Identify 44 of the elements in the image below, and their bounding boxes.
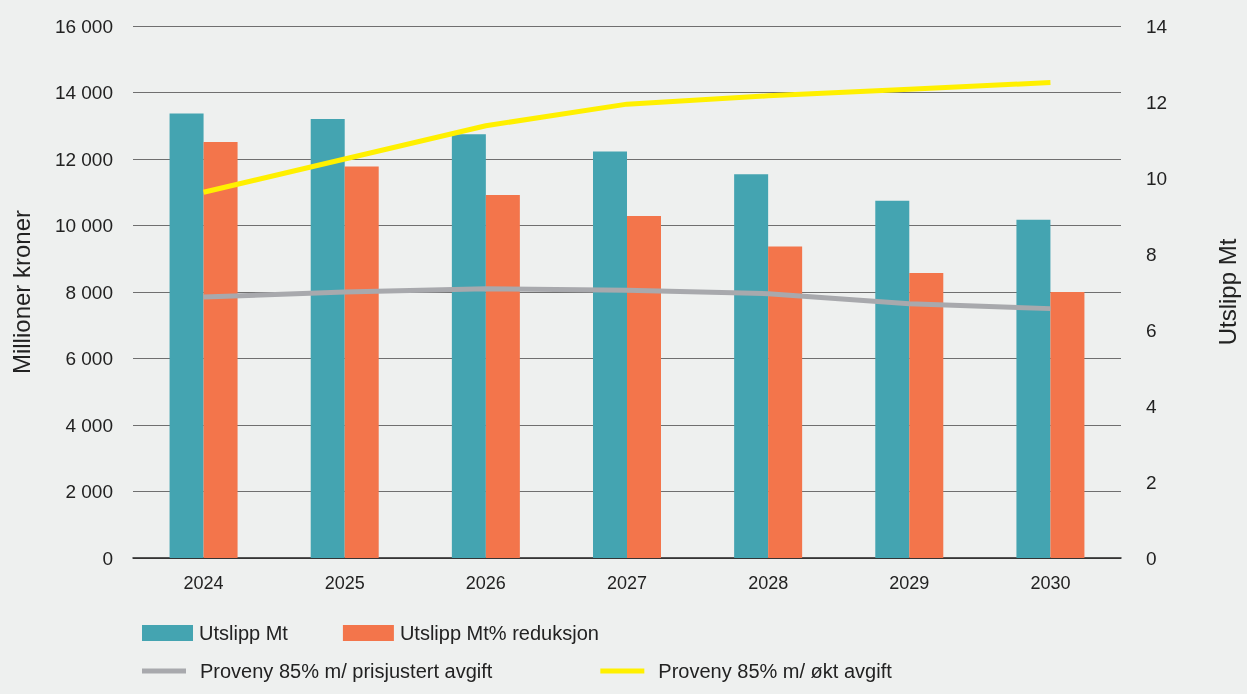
y2-tick-label: 6	[1146, 319, 1157, 341]
x-tick-label: 2028	[748, 573, 789, 593]
y2-tick-label: 10	[1146, 167, 1168, 189]
legend-label: Proveny 85% m/ økt avgift	[658, 660, 893, 682]
bar	[169, 113, 204, 558]
y2-tick-label: 0	[1146, 547, 1157, 569]
y2-tick-label: 2	[1146, 471, 1157, 493]
y-tick-label: 6 000	[65, 348, 113, 369]
bar	[593, 151, 627, 558]
bar	[344, 166, 379, 558]
bar	[768, 246, 803, 558]
y-tick-label: 10 000	[54, 215, 113, 236]
y2-tick-label: 12	[1146, 91, 1168, 113]
x-tick-label: 2025	[324, 573, 365, 593]
bar	[627, 216, 661, 558]
bar	[451, 134, 486, 558]
bar	[909, 273, 944, 558]
bar	[1016, 219, 1051, 558]
y-tick-label: 16 000	[54, 15, 113, 37]
bar	[875, 200, 910, 558]
bar	[734, 174, 769, 558]
y-tick-label: 4 000	[65, 414, 113, 436]
legend-label: Utslipp Mt	[199, 622, 289, 644]
legend-label: Utslipp Mt% reduksjon	[399, 622, 599, 644]
y-axis-title: Millioner kroner	[7, 209, 35, 375]
y2-tick-label: 14	[1146, 15, 1168, 37]
y-tick-label: 12 000	[54, 148, 113, 170]
bar	[203, 141, 238, 558]
y-tick-label: 2 000	[65, 481, 113, 502]
bar	[310, 119, 345, 558]
x-tick-label: 2027	[606, 573, 648, 593]
x-tick-label: 2030	[1030, 573, 1071, 593]
x-tick-label: 2024	[183, 573, 224, 593]
y2-tick-label: 4	[1146, 395, 1157, 417]
x-tick-label: 2029	[889, 573, 930, 593]
y2-axis-title: Utslipp Mt	[1213, 238, 1241, 346]
y-tick-label: 14 000	[54, 82, 113, 103]
legend-label: Proveny 85% m/ prisjustert avgift	[200, 660, 493, 682]
y-tick-label: 0	[102, 547, 113, 569]
bar	[1050, 292, 1085, 558]
bar	[485, 195, 520, 558]
y-tick-label: 8 000	[65, 281, 113, 303]
x-tick-label: 2026	[465, 573, 506, 593]
y2-tick-label: 8	[1146, 243, 1157, 265]
